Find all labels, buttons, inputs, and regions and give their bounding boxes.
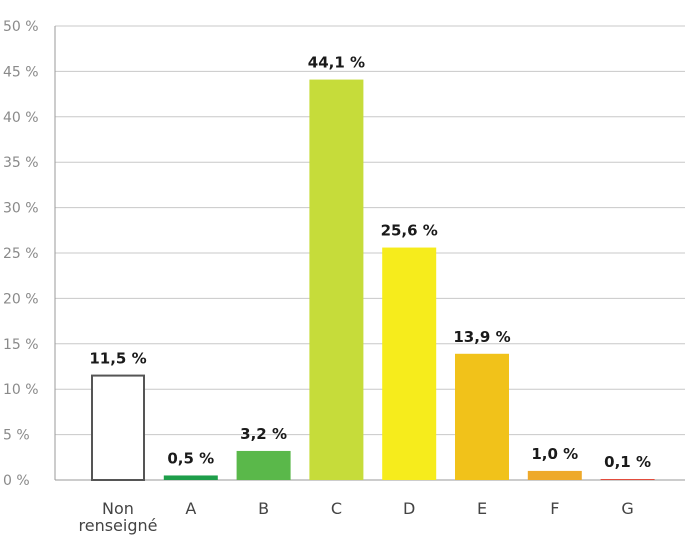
- gridlines: [54, 25, 685, 481]
- bars: [91, 79, 655, 481]
- bar: [91, 374, 145, 481]
- category-label: C: [331, 499, 342, 518]
- bar: [382, 247, 437, 480]
- bar-value-label: 44,1 %: [308, 54, 365, 72]
- category-label: D: [403, 499, 415, 518]
- bar-value-label: 0,1 %: [604, 453, 651, 471]
- category-label: renseigné: [79, 516, 158, 535]
- y-tick-label: 50 %: [3, 19, 39, 35]
- category-label: Non: [102, 499, 134, 518]
- y-axis-tick-labels: 0 % 5 % 10 % 15 % 20 % 25 % 30 % 35 % 40 % 45 % 50…: [3, 19, 39, 489]
- bar: [236, 450, 291, 480]
- y-tick-label: 20 %: [3, 291, 39, 307]
- category-label: A: [185, 499, 196, 518]
- bar-value-label: 1,0 %: [531, 445, 578, 463]
- y-tick-label: 30 %: [3, 201, 39, 217]
- bar-value-label: 11,5 %: [89, 350, 146, 368]
- bar: [527, 470, 582, 480]
- y-tick-label: 15 %: [3, 337, 39, 353]
- bar: [455, 353, 509, 480]
- category-label: F: [550, 499, 559, 518]
- category-label: B: [258, 499, 269, 518]
- bar-value-label: 0,5 %: [167, 449, 214, 467]
- y-tick-label: 35 %: [3, 155, 39, 171]
- bar-value-label: 3,2 %: [240, 425, 287, 443]
- bar-value-label: 13,9 %: [453, 328, 510, 346]
- bar-value-label: 25,6 %: [381, 222, 438, 240]
- bar: [600, 479, 655, 480]
- y-tick-label: 25 %: [3, 246, 39, 262]
- category-label: G: [621, 499, 633, 518]
- y-tick-label: 0 %: [3, 473, 30, 489]
- y-tick-label: 5 %: [3, 428, 30, 444]
- bar: [163, 475, 218, 480]
- y-tick-label: 45 %: [3, 64, 39, 80]
- y-tick-label: 40 %: [3, 110, 39, 126]
- category-label: E: [477, 499, 487, 518]
- bar: [309, 79, 364, 481]
- value-labels: 11,5 % 0,5 % 3,2 % 44,1 % 25,6 % 13,9 % 1,0 % 0…: [89, 54, 651, 472]
- y-tick-label: 10 %: [3, 382, 39, 398]
